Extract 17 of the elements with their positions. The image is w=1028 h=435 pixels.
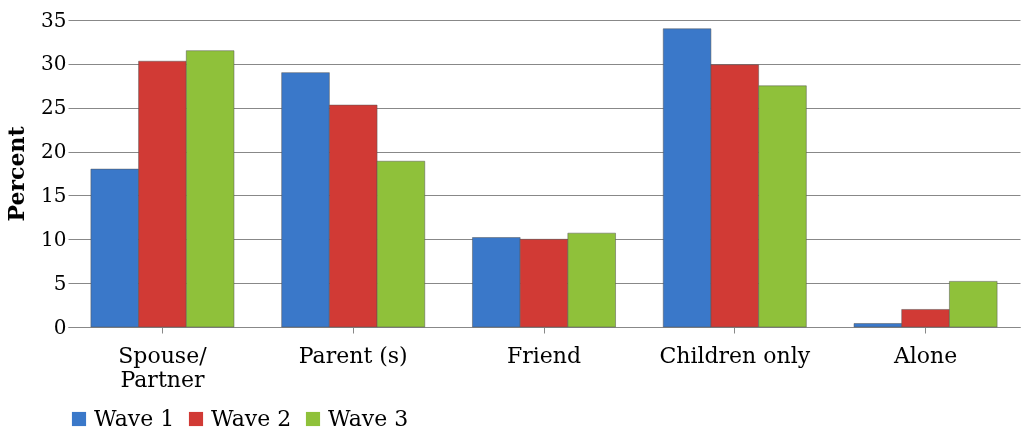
y-tick-label: 35 — [41, 7, 67, 32]
legend-label: Wave 2 — [211, 406, 292, 431]
x-tick-label: Children only — [659, 342, 811, 368]
y-tick-label: 30 — [41, 51, 67, 76]
x-tick-label: Alone — [892, 342, 958, 368]
x-tick-label: Spouse/ Partner — [118, 342, 208, 392]
y-tick-label: 15 — [41, 182, 67, 207]
x-tick-label: Parent (s) — [298, 342, 408, 368]
legend-label: Wave 3 — [328, 406, 409, 431]
x-tick-label: Friend — [506, 342, 582, 368]
y-tick-label: 0 — [53, 314, 67, 339]
y-axis-title: Percent — [3, 125, 30, 222]
y-tick-label: 25 — [41, 95, 67, 120]
y-tick-label: 5 — [53, 270, 67, 295]
legend-label: Wave 1 — [94, 406, 175, 431]
y-tick-label: 10 — [41, 226, 67, 251]
y-tick-label: 20 — [41, 139, 67, 164]
